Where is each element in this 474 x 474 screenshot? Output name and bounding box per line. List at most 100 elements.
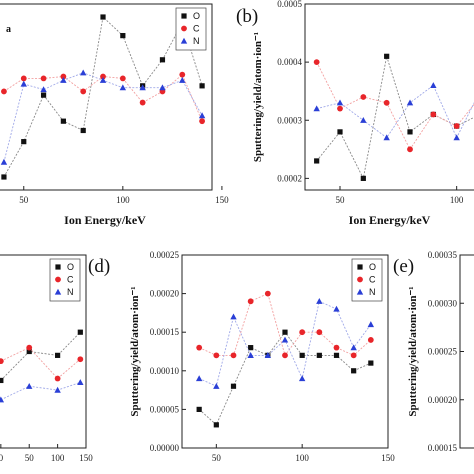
data-point-N (26, 382, 33, 389)
legend: OCN (351, 258, 383, 302)
legend-label-C: C (67, 275, 74, 285)
y-tick-label: 0.00035 (428, 250, 458, 260)
data-point-N (54, 386, 61, 393)
legend-label-N: N (67, 287, 74, 297)
data-point-O (368, 360, 374, 366)
x-axis-label: Ion Energy/keV (64, 213, 146, 227)
legend-marker-O (357, 264, 363, 270)
data-point-N (367, 321, 375, 328)
series-line-O (198, 331, 371, 426)
panel-d: 50 100 150 0.00000 0.00005 0.00010 0.00015 0.00… (88, 250, 395, 474)
data-point-N (316, 298, 323, 304)
legend-box (351, 258, 383, 302)
panel-b: 50 100 0.0002 0.0003 0.0004 0.0005 Ion Energy/… (236, 0, 474, 227)
series-line-O (0, 331, 81, 381)
y-tick-label: 0.00025 (150, 250, 180, 260)
data-point-N (406, 99, 414, 106)
data-point-C (453, 123, 460, 129)
data-point-C (264, 290, 271, 297)
data-point-N (80, 69, 87, 76)
y-tick-label: 0.00020 (428, 395, 458, 405)
data-point-C (179, 71, 186, 78)
x-tick-label: 150 (79, 453, 93, 463)
data-point-O (213, 422, 219, 428)
plot-frame (0, 254, 87, 449)
series-line-C (316, 61, 474, 151)
data-point-O (21, 139, 27, 145)
data-point-N (430, 82, 437, 88)
data-point-O (120, 33, 126, 39)
data-point-C (367, 337, 374, 343)
y-tick-label: 0.00010 (150, 366, 180, 376)
data-point-C (80, 88, 87, 95)
data-point-O (77, 329, 83, 335)
x-tick-label: 100 (51, 453, 65, 463)
data-point-O (60, 118, 66, 124)
data-point-N (159, 84, 166, 91)
data-point-C (360, 94, 367, 100)
y-axis-label: Sputtering/yield/atom·ion⁻¹ (252, 32, 264, 162)
data-point-O (40, 92, 47, 98)
data-point-C (139, 99, 146, 106)
data-point-N (198, 112, 206, 119)
data-point-C (77, 356, 84, 363)
data-point-C (40, 75, 47, 82)
x-tick-label: 50 (19, 195, 29, 205)
plot-frame (304, 3, 474, 191)
data-point-N (195, 375, 203, 382)
y-tick-label: 0.00000 (150, 443, 180, 453)
panel-e: 0.00015 0.00020 0.00025 0.00030 0.00035 Sputt… (393, 250, 474, 453)
x-tick-label: 150 (215, 195, 229, 205)
legend-label-C: C (193, 24, 200, 34)
plot-frame (0, 3, 213, 191)
y-tick-label: 0.00030 (428, 298, 458, 308)
data-point-O (407, 129, 413, 135)
y-tick-label: 0.00015 (428, 443, 458, 453)
data-point-C (196, 344, 203, 351)
data-point-N (99, 76, 107, 83)
data-point-N (139, 84, 146, 91)
data-point-N (360, 116, 367, 123)
legend-marker-C (357, 276, 363, 283)
legend-marker-O (55, 264, 61, 270)
data-point-O (360, 175, 366, 181)
series-line-N (316, 84, 474, 139)
y-tick-label: 0.0002 (277, 173, 302, 183)
data-point-C (60, 73, 67, 80)
data-point-C (430, 111, 437, 118)
y-axis-label: Sputtering/yield/atom·ion⁻¹ (407, 286, 419, 416)
data-point-O (0, 377, 4, 384)
data-point-C (54, 375, 61, 382)
y-tick-label: 0.0005 (277, 0, 302, 9)
data-point-C (282, 352, 288, 359)
legend-marker-C (55, 276, 61, 283)
data-point-C (299, 329, 306, 336)
legend-label-N: N (193, 36, 200, 46)
data-point-C (1, 88, 7, 95)
y-tick-label: 0.00020 (150, 289, 180, 299)
data-point-O (199, 83, 205, 89)
plot-frame (181, 254, 389, 449)
y-tick-label: 0.00005 (150, 404, 180, 414)
data-point-O (100, 14, 106, 20)
data-point-O (159, 57, 166, 63)
legend-marker-N (54, 288, 62, 295)
legend-marker-O (181, 13, 187, 19)
data-point-C (247, 298, 254, 305)
data-point-O (55, 352, 61, 358)
data-point-O (248, 345, 254, 351)
data-point-O (384, 53, 390, 59)
y-tick-label: 0.00025 (428, 347, 458, 357)
data-point-N (0, 396, 5, 403)
data-point-N (60, 76, 67, 83)
data-point-N (264, 352, 272, 358)
data-point-C (230, 352, 237, 359)
data-point-C (100, 73, 106, 80)
data-point-O (26, 348, 32, 355)
data-point-C (383, 99, 390, 106)
data-point-O (196, 406, 202, 412)
y-axis-label: Sputtering/yield/atom·ion⁻¹ (129, 286, 141, 416)
legend-label-C: C (369, 275, 376, 285)
legend-label-O: O (193, 11, 200, 21)
